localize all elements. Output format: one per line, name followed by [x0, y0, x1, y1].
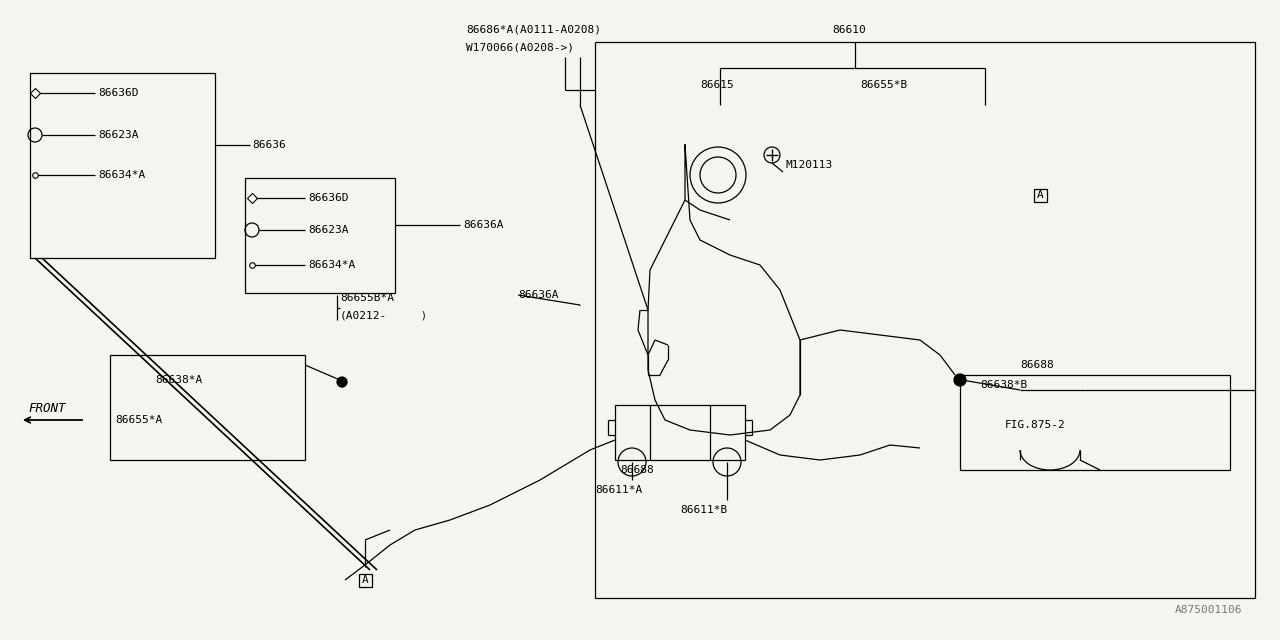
Text: 86636D: 86636D — [308, 193, 348, 203]
Text: ): ) — [420, 310, 426, 320]
Text: FRONT: FRONT — [28, 401, 65, 415]
Bar — [1033, 189, 1047, 202]
Text: 86623A: 86623A — [308, 225, 348, 235]
Text: 86655B*A: 86655B*A — [340, 293, 394, 303]
Text: 86638*B: 86638*B — [980, 380, 1028, 390]
Text: FIG.875-2: FIG.875-2 — [1005, 420, 1066, 430]
Text: 86655*B: 86655*B — [860, 80, 908, 90]
Text: 86655*A: 86655*A — [115, 415, 163, 425]
Text: 86688: 86688 — [1020, 360, 1053, 370]
Bar — [244, 178, 396, 293]
Text: (A0212-: (A0212- — [340, 310, 388, 320]
Text: 86688: 86688 — [620, 465, 654, 475]
Text: 86638*A: 86638*A — [155, 375, 202, 385]
Bar — [710, 405, 745, 460]
Bar — [358, 573, 371, 586]
Bar — [960, 375, 1230, 470]
Text: 86634*A: 86634*A — [308, 260, 356, 270]
Text: A: A — [362, 575, 369, 585]
Text: 86615: 86615 — [700, 80, 733, 90]
Circle shape — [954, 374, 966, 386]
Text: 86636: 86636 — [252, 140, 285, 150]
Text: 86623A: 86623A — [99, 130, 138, 140]
Text: A: A — [1037, 190, 1043, 200]
Text: 86636D: 86636D — [99, 88, 138, 98]
Circle shape — [337, 377, 347, 387]
Bar — [614, 405, 650, 460]
Text: W170066(A0208->): W170066(A0208->) — [466, 42, 573, 52]
Text: M120113: M120113 — [785, 160, 832, 170]
Bar — [110, 355, 305, 460]
Text: 86636A: 86636A — [518, 290, 558, 300]
Text: 86610: 86610 — [832, 25, 865, 35]
Text: A875001106: A875001106 — [1175, 605, 1243, 615]
Text: 86686*A(A0111-A0208): 86686*A(A0111-A0208) — [466, 25, 602, 35]
Text: 86611*A: 86611*A — [595, 485, 643, 495]
Text: 86636A: 86636A — [463, 220, 503, 230]
Text: 86634*A: 86634*A — [99, 170, 145, 180]
Bar — [29, 73, 215, 258]
Text: 86611*B: 86611*B — [680, 505, 727, 515]
